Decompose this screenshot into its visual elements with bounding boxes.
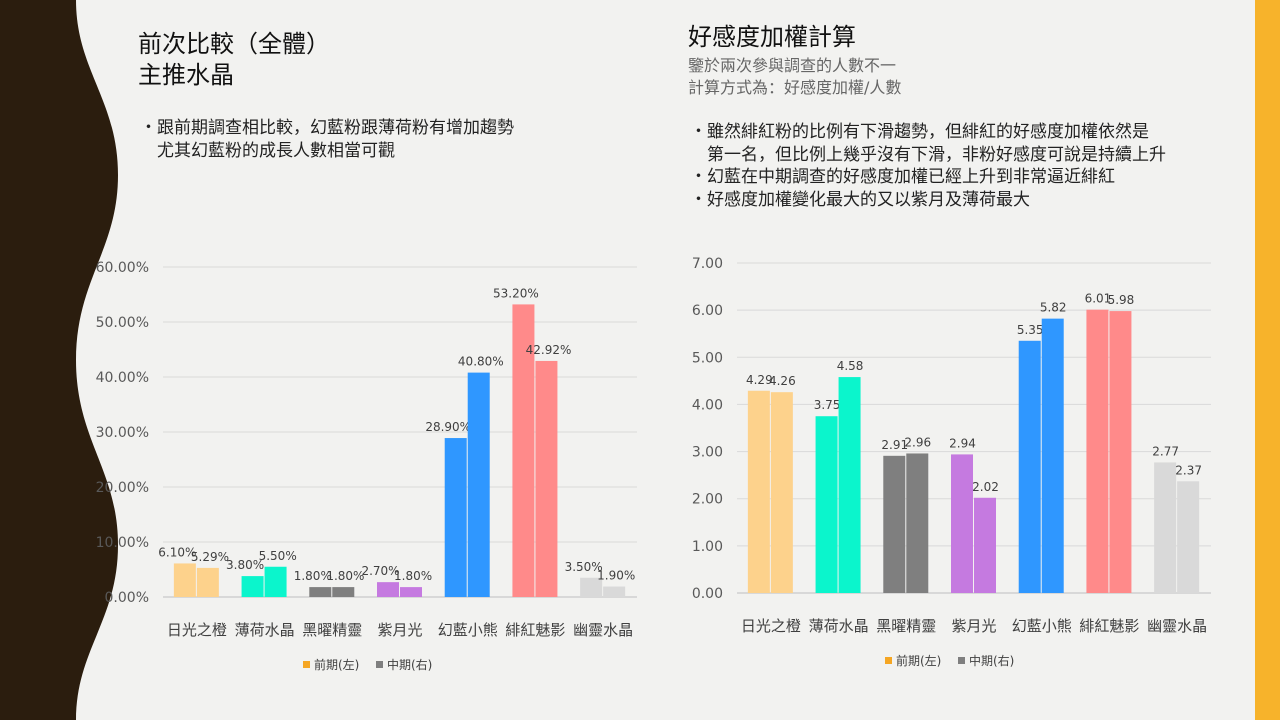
left-data-label: 2.70%	[361, 564, 399, 578]
left-category-label: 黑曜精靈	[302, 621, 362, 639]
left-bar-prev	[241, 576, 264, 597]
left-data-label: 3.50%	[565, 560, 603, 574]
left-category-label: 幽靈水晶	[573, 621, 633, 639]
right-bullet-4: ・好感度加權變化最大的又以紫月及薄荷最大	[690, 190, 1030, 210]
left-data-label: 3.80%	[226, 558, 264, 572]
left-legend-swatch	[303, 661, 310, 668]
left-data-label: 40.80%	[458, 355, 504, 369]
left-bar-mid	[332, 587, 355, 597]
left-category-label: 紫月光	[377, 621, 422, 639]
left-subtitle: 主推水晶	[138, 61, 234, 89]
left-data-label: 42.92%	[526, 343, 572, 357]
left-bar-mid	[400, 587, 422, 597]
left-ytick-label: 60.00%	[96, 260, 149, 276]
right-bullet-3: ・幻藍在中期調查的好感度加權已經上升到非常逼近緋紅	[690, 167, 1115, 187]
left-bullet-1: ・跟前期調查相比較，幻藍粉跟薄荷粉有增加趨勢	[140, 118, 514, 138]
left-category-label: 日光之橙	[167, 621, 227, 639]
left-ytick-label: 10.00%	[96, 535, 149, 551]
right-accent-strip	[1255, 0, 1280, 720]
left-data-label: 1.80%	[394, 569, 432, 583]
left-data-label: 53.20%	[493, 286, 539, 300]
right-title: 好感度加權計算	[688, 23, 856, 51]
left-legend-label: 中期(右)	[387, 657, 432, 672]
right-bullet-2: 第一名，但比例上幾乎沒有下滑，非粉好感度可說是持續上升	[690, 145, 1166, 165]
left-ytick-label: 50.00%	[96, 315, 149, 331]
left-bar-mid	[603, 586, 626, 597]
left-legend-swatch	[376, 661, 383, 668]
wavy-left-decoration	[0, 0, 118, 720]
left-bar-mid	[467, 372, 490, 597]
left-bar-prev	[173, 563, 196, 597]
left-bar-prev	[309, 587, 332, 597]
left-ytick-label: 30.00%	[96, 425, 149, 441]
left-data-label: 5.50%	[259, 549, 297, 563]
left-category-label: 幻藍小熊	[438, 621, 498, 639]
left-ytick-label: 40.00%	[96, 370, 149, 386]
right-subtitle-2: 計算方式為：好感度加權/人數	[688, 78, 902, 97]
left-data-label: 1.80%	[326, 569, 364, 583]
left-ytick-label: 0.00%	[105, 590, 149, 606]
left-bar-mid	[264, 566, 287, 597]
left-data-label: 6.10%	[158, 545, 196, 559]
left-bar-prev	[444, 438, 467, 597]
left-bar-mid	[196, 567, 219, 597]
left-ytick-label: 20.00%	[96, 480, 149, 496]
left-legend-label: 前期(左)	[314, 657, 359, 672]
left-data-label: 5.29%	[191, 550, 229, 564]
left-bullet-2: 尤其幻藍粉的成長人數相當可觀	[140, 141, 395, 161]
left-bar-prev	[377, 582, 399, 597]
left-data-label: 28.90%	[425, 420, 471, 434]
left-title: 前次比較（全體）	[138, 30, 330, 58]
right-bullet-1: ・雖然緋紅粉的比例有下滑趨勢，但緋紅的好感度加權依然是	[690, 122, 1149, 142]
left-category-label: 薄荷水晶	[235, 621, 295, 639]
left-bar-prev	[580, 577, 603, 597]
left-data-label: 1.80%	[294, 569, 332, 583]
left-bar-prev	[512, 304, 535, 597]
right-subtitle-1: 鑒於兩次參與調查的人數不一	[688, 56, 897, 75]
left-data-label: 1.90%	[597, 569, 635, 583]
left-category-label: 緋紅魅影	[505, 621, 565, 639]
left-bar-mid	[535, 360, 558, 597]
